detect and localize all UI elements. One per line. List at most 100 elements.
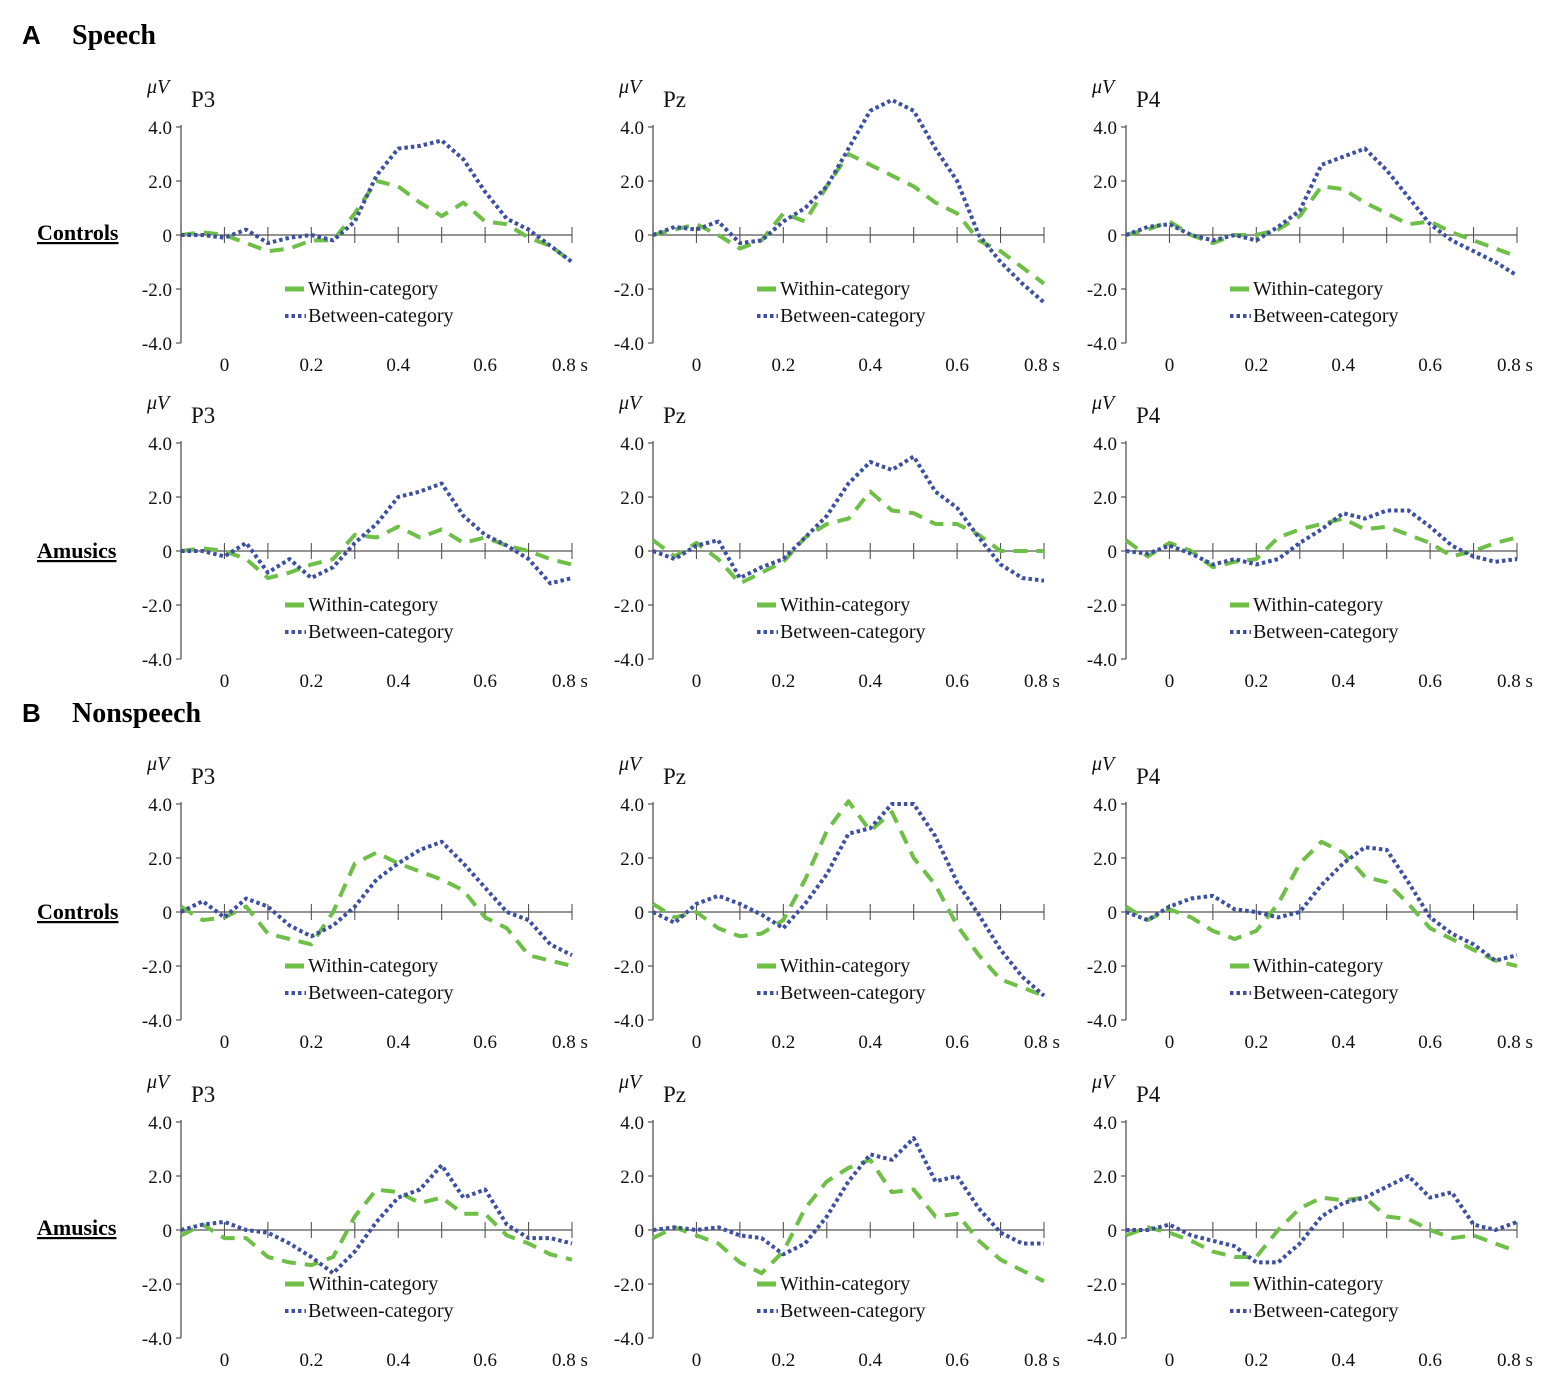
legend-label-within: Within-category — [780, 594, 910, 616]
x-tick-label: 0.6 — [945, 1032, 969, 1053]
row-label-speech-controls: Controls — [37, 220, 119, 245]
legend-label-within: Within-category — [308, 1273, 438, 1295]
row-label-speech-amusics: Amusics — [37, 538, 117, 563]
y-tick-label: -4.0 — [142, 334, 172, 355]
electrode-label: P4 — [1136, 1082, 1161, 1107]
within-category-line — [180, 524, 573, 580]
between-category-line — [652, 98, 1046, 305]
x-tick-label: 0 — [692, 355, 702, 376]
electrode-label: Pz — [663, 1082, 686, 1107]
x-tick-label: 0.4 — [386, 1350, 410, 1371]
y-tick-label: 2.0 — [148, 1167, 172, 1188]
within-category-line — [652, 152, 1046, 286]
legend-label-within: Within-category — [1253, 1273, 1383, 1295]
y-tick-label: 0 — [163, 903, 173, 924]
x-tick-label: 0.4 — [858, 671, 882, 692]
x-tick-label: 0.2 — [771, 1350, 795, 1371]
y-tick-label: 4.0 — [1093, 795, 1117, 816]
y-tick-label: 4.0 — [148, 118, 172, 139]
electrode-label: Pz — [663, 764, 686, 789]
panel-speech-amusics-pz: 4.0 2.0 0 -2.0 -4.0 0 0.2 0.4 0.6 0.8 s μV Pz Within… — [614, 392, 1060, 692]
y-tick-label: -4.0 — [1087, 1011, 1117, 1032]
y-tick-label: 4.0 — [620, 1113, 644, 1134]
x-tick-label: 0 — [220, 1350, 230, 1371]
panel-nonspeech-amusics-pz: 4.0 2.0 0 -2.0 -4.0 0 0.2 0.4 0.6 0.8 s μV Pz Within… — [614, 1071, 1060, 1371]
legend-label-between: Between-category — [780, 621, 925, 643]
x-tick-label: 0.8 s — [1497, 1350, 1533, 1371]
section-title-speech: Speech — [72, 20, 156, 51]
x-tick-label: 0.4 — [1331, 1350, 1355, 1371]
x-tick-label: 0 — [1165, 355, 1175, 376]
panel-speech-controls-p3: 4.0 2.0 0 -2.0 -4.0 0 0.2 0.4 0.6 0.8 s μV P3 Within… — [142, 76, 588, 376]
y-tick-label: -4.0 — [1087, 650, 1117, 671]
x-tick-label: 0.2 — [771, 1032, 795, 1053]
within-category-line — [651, 489, 1044, 586]
y-tick-label: -4.0 — [1087, 1329, 1117, 1350]
x-tick-label: 0.8 s — [1024, 355, 1060, 376]
y-tick-label: 4.0 — [620, 795, 644, 816]
y-tick-label: 4.0 — [1093, 118, 1117, 139]
y-tick-label: 0 — [1108, 542, 1118, 563]
x-tick-label: 0.4 — [858, 1350, 882, 1371]
legend-label-between: Between-category — [780, 1300, 925, 1322]
y-unit-label: μV — [618, 392, 644, 414]
y-tick-label: -2.0 — [1087, 596, 1117, 617]
x-tick-label: 0.4 — [386, 1032, 410, 1053]
within-category-line — [1124, 839, 1518, 968]
x-tick-label: 0.6 — [945, 355, 969, 376]
y-tick-label: 0 — [635, 1221, 645, 1242]
x-tick-label: 0.2 — [1244, 1350, 1268, 1371]
y-tick-label: 4.0 — [148, 795, 172, 816]
y-tick-label: 4.0 — [620, 434, 644, 455]
within-category-line — [1124, 516, 1518, 570]
x-tick-label: 0.2 — [771, 355, 795, 376]
x-tick-label: 0.8 s — [1497, 671, 1533, 692]
y-tick-label: 0 — [635, 903, 645, 924]
y-tick-label: 4.0 — [620, 118, 644, 139]
legend-label-within: Within-category — [780, 1273, 910, 1295]
y-tick-label: -2.0 — [1087, 1275, 1117, 1296]
y-unit-label: μV — [1091, 753, 1117, 775]
y-tick-label: 2.0 — [148, 172, 172, 193]
electrode-label: P3 — [191, 87, 215, 112]
y-tick-label: 0 — [635, 226, 645, 247]
x-tick-label: 0.8 s — [1024, 1350, 1060, 1371]
y-tick-label: -4.0 — [614, 1329, 644, 1350]
y-tick-label: -4.0 — [1087, 334, 1117, 355]
x-tick-label: 0 — [692, 1032, 702, 1053]
y-unit-label: μV — [618, 1071, 644, 1093]
panel-speech-controls-p4: 4.0 2.0 0 -2.0 -4.0 0 0.2 0.4 0.6 0.8 s μV P4 Within… — [1087, 76, 1533, 376]
x-tick-label: 0.4 — [1331, 671, 1355, 692]
y-unit-label: μV — [146, 1071, 172, 1093]
between-category-line — [180, 1163, 573, 1276]
y-tick-label: -4.0 — [614, 650, 644, 671]
y-tick-label: -4.0 — [142, 650, 172, 671]
between-category-line — [652, 802, 1046, 998]
x-tick-label: 0.6 — [473, 671, 497, 692]
y-tick-label: 2.0 — [148, 488, 172, 509]
y-tick-label: 2.0 — [1093, 1167, 1117, 1188]
x-tick-label: 0.2 — [299, 355, 323, 376]
y-tick-label: 2.0 — [620, 172, 644, 193]
y-tick-label: -4.0 — [142, 1329, 172, 1350]
x-tick-label: 0.2 — [1244, 1032, 1268, 1053]
electrode-label: P4 — [1136, 87, 1161, 112]
x-tick-label: 0.2 — [1244, 671, 1268, 692]
x-tick-label: 0.6 — [945, 671, 969, 692]
y-tick-label: -2.0 — [142, 280, 172, 301]
legend-label-between: Between-category — [780, 305, 925, 327]
y-unit-label: μV — [146, 753, 172, 775]
x-tick-label: 0.6 — [1418, 355, 1442, 376]
panels-layer: 4.0 2.0 0 -2.0 -4.0 0 0.2 0.4 0.6 0.8 s μV P3 Within… — [142, 76, 1533, 1371]
y-tick-label: 2.0 — [148, 849, 172, 870]
x-tick-label: 0.4 — [858, 355, 882, 376]
y-unit-label: μV — [618, 753, 644, 775]
x-tick-label: 0.4 — [386, 355, 410, 376]
x-tick-label: 0.8 s — [1024, 1032, 1060, 1053]
legend-label-within: Within-category — [308, 278, 438, 300]
y-tick-label: -2.0 — [614, 1275, 644, 1296]
x-tick-label: 0.6 — [1418, 1032, 1442, 1053]
y-tick-label: 2.0 — [620, 849, 644, 870]
